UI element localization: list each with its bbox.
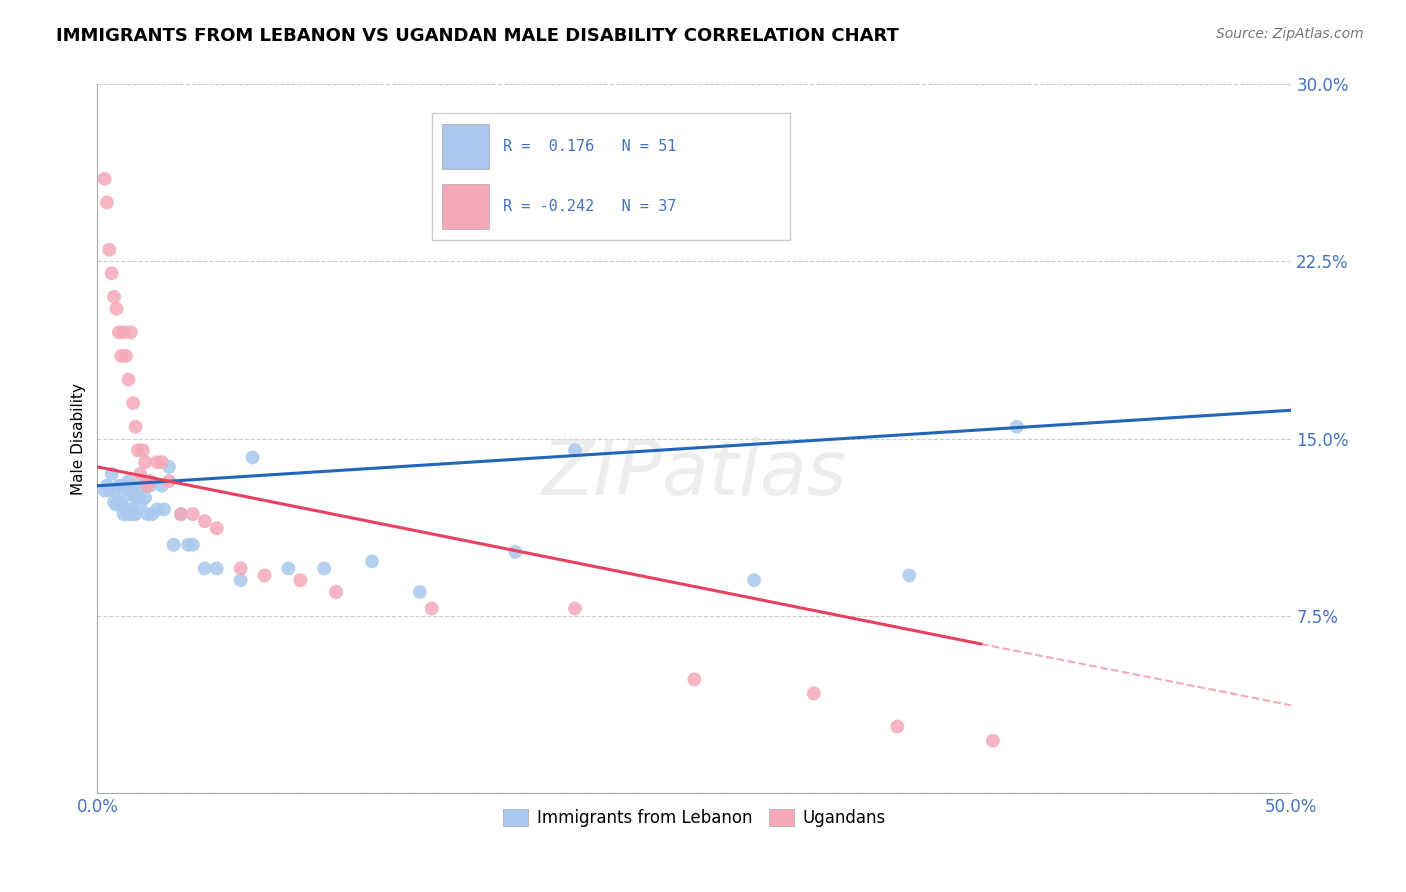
Point [96, 195, 118, 210]
Point [110, 498, 132, 512]
Point [117, 372, 139, 386]
Point [98, 243, 121, 257]
Point [127, 491, 149, 505]
Point [103, 483, 125, 498]
Point [139, 474, 162, 488]
Y-axis label: Male Disability: Male Disability [72, 383, 86, 494]
Point [141, 507, 163, 521]
Point [150, 479, 173, 493]
Point [103, 290, 125, 304]
Point [132, 443, 155, 458]
Point [105, 301, 128, 316]
Point [181, 538, 204, 552]
Point [146, 502, 169, 516]
Point [420, 601, 443, 615]
Point [314, 561, 336, 575]
Point [117, 507, 139, 521]
Point [803, 686, 825, 700]
Point [242, 450, 264, 465]
Point [132, 479, 155, 493]
Point [105, 498, 128, 512]
Point [124, 419, 146, 434]
Point [110, 479, 132, 493]
Point [93, 172, 115, 186]
Point [100, 266, 122, 280]
Point [181, 507, 204, 521]
Point [103, 495, 125, 509]
Point [205, 561, 228, 575]
Point [93, 483, 115, 498]
Point [127, 443, 149, 458]
Point [120, 483, 142, 498]
Point [194, 561, 217, 575]
Point [409, 585, 432, 599]
Point [122, 479, 145, 493]
Point [112, 507, 135, 521]
Point [157, 459, 180, 474]
Point [134, 455, 156, 469]
Point [96, 479, 118, 493]
Point [134, 491, 156, 505]
Point [325, 585, 347, 599]
Point [170, 507, 193, 521]
Point [229, 561, 252, 575]
Point [98, 483, 121, 498]
Point [981, 733, 1004, 747]
Legend: Immigrants from Lebanon, Ugandans: Immigrants from Lebanon, Ugandans [496, 803, 891, 834]
Point [108, 479, 131, 493]
Point [129, 498, 152, 512]
Point [153, 502, 176, 516]
Point [194, 514, 217, 528]
Point [112, 491, 135, 505]
Point [361, 554, 384, 568]
Point [110, 349, 132, 363]
Point [108, 326, 131, 340]
Point [115, 479, 138, 493]
Point [277, 561, 299, 575]
Point [564, 601, 586, 615]
Text: Source: ZipAtlas.com: Source: ZipAtlas.com [1216, 27, 1364, 41]
Point [177, 538, 200, 552]
Point [112, 326, 135, 340]
Point [898, 568, 921, 582]
Point [120, 502, 142, 516]
Point [150, 455, 173, 469]
Point [205, 521, 228, 535]
Point [157, 474, 180, 488]
Point [503, 545, 526, 559]
Point [163, 538, 186, 552]
Point [117, 474, 139, 488]
Point [229, 573, 252, 587]
Point [564, 443, 586, 458]
Point [124, 507, 146, 521]
Point [122, 507, 145, 521]
Text: ZIPatlas: ZIPatlas [541, 437, 846, 511]
Point [1005, 419, 1028, 434]
Point [886, 720, 908, 734]
Point [136, 479, 159, 493]
Point [139, 479, 162, 493]
Point [100, 467, 122, 481]
Point [742, 573, 765, 587]
Point [290, 573, 312, 587]
Point [120, 326, 142, 340]
Point [129, 467, 152, 481]
Point [122, 396, 145, 410]
Point [115, 349, 138, 363]
Point [124, 491, 146, 505]
Point [253, 568, 276, 582]
Point [115, 502, 138, 516]
Point [683, 673, 706, 687]
Point [146, 455, 169, 469]
Point [136, 507, 159, 521]
Point [170, 507, 193, 521]
Text: IMMIGRANTS FROM LEBANON VS UGANDAN MALE DISABILITY CORRELATION CHART: IMMIGRANTS FROM LEBANON VS UGANDAN MALE … [56, 27, 898, 45]
Point [108, 495, 131, 509]
